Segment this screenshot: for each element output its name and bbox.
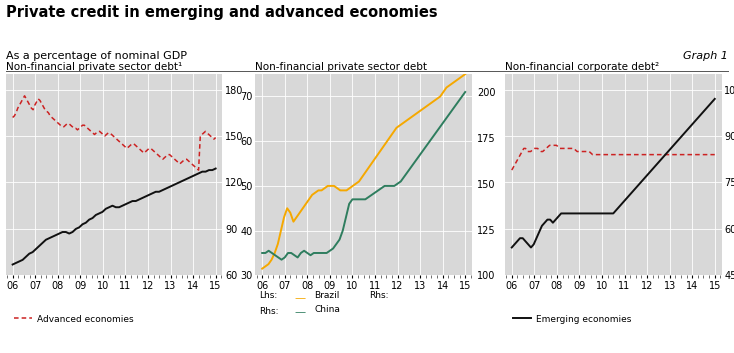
Text: Rhs:: Rhs: [259, 307, 279, 316]
Text: Non-financial private sector debt¹: Non-financial private sector debt¹ [6, 62, 182, 72]
Text: As a percentage of nominal GDP: As a percentage of nominal GDP [6, 51, 187, 61]
Text: Private credit in emerging and advanced economies: Private credit in emerging and advanced … [6, 5, 437, 20]
Text: —: — [294, 307, 305, 317]
Text: Non-financial private sector debt: Non-financial private sector debt [255, 62, 427, 72]
Text: Brazil: Brazil [314, 291, 340, 300]
Text: Lhs:: Lhs: [259, 291, 277, 300]
Text: Non-financial corporate debt²: Non-financial corporate debt² [505, 62, 659, 72]
Legend: Emerging economies: Emerging economies [509, 311, 635, 327]
Text: China: China [314, 305, 340, 314]
Legend: Advanced economies: Advanced economies [10, 311, 137, 327]
Text: —: — [294, 293, 305, 303]
Text: Graph 1: Graph 1 [683, 51, 728, 61]
Text: Rhs:: Rhs: [369, 291, 389, 300]
